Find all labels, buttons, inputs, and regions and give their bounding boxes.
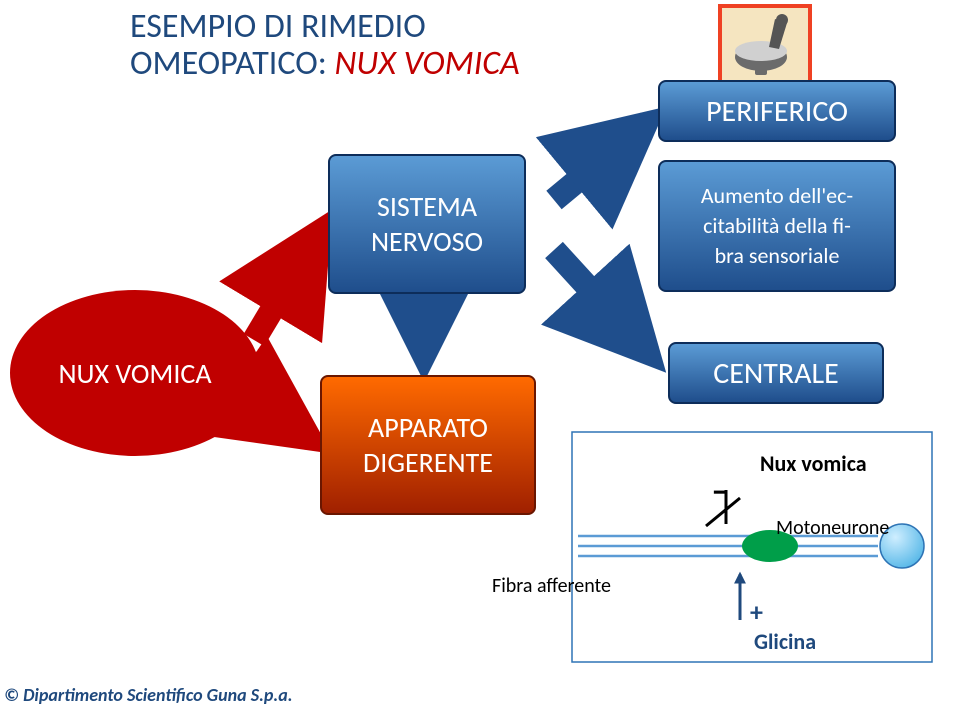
plus-symbol: + bbox=[750, 596, 763, 628]
centrale-box: CENTRALE bbox=[668, 342, 884, 404]
sistema-nervoso-label: SISTEMA NERVOSO bbox=[371, 189, 483, 259]
slide-canvas: ESEMPIO DI RIMEDIO OMEOPATICO: NUX VOMIC… bbox=[0, 0, 960, 713]
periferico-label: PERIFERICO bbox=[706, 93, 848, 130]
periferico-box: PERIFERICO bbox=[658, 80, 896, 142]
aumento-box: Aumento dell'ec- citabilità della fi- br… bbox=[658, 160, 896, 292]
apparato-digerente-box: APPARATO DIGERENTE bbox=[320, 375, 536, 515]
nux-vomica-ellipse: NUX VOMICA bbox=[10, 290, 260, 456]
sistema-nervoso-box: SISTEMA NERVOSO bbox=[328, 154, 526, 294]
motoneurone-label: Motoneurone bbox=[776, 516, 889, 540]
footer-copyright: © Dipartimento Scientifico Guna S.p.a. bbox=[4, 684, 293, 706]
nux-vomica-label: NUX VOMICA bbox=[58, 356, 211, 391]
nux-vomica-small-label: Nux vomica bbox=[760, 450, 867, 477]
centrale-label: CENTRALE bbox=[713, 355, 839, 392]
apparato-digerente-label: APPARATO DIGERENTE bbox=[363, 410, 493, 480]
glicina-label: Glicina bbox=[754, 628, 816, 655]
fibra-afferente-label: Fibra afferente bbox=[492, 574, 611, 598]
minus-symbol: − bbox=[712, 472, 729, 513]
aumento-label: Aumento dell'ec- citabilità della fi- br… bbox=[701, 181, 853, 270]
